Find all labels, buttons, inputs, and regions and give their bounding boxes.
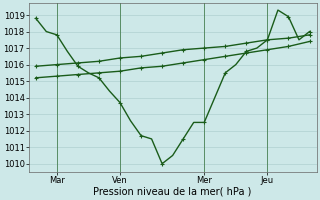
- X-axis label: Pression niveau de la mer( hPa ): Pression niveau de la mer( hPa ): [93, 187, 252, 197]
